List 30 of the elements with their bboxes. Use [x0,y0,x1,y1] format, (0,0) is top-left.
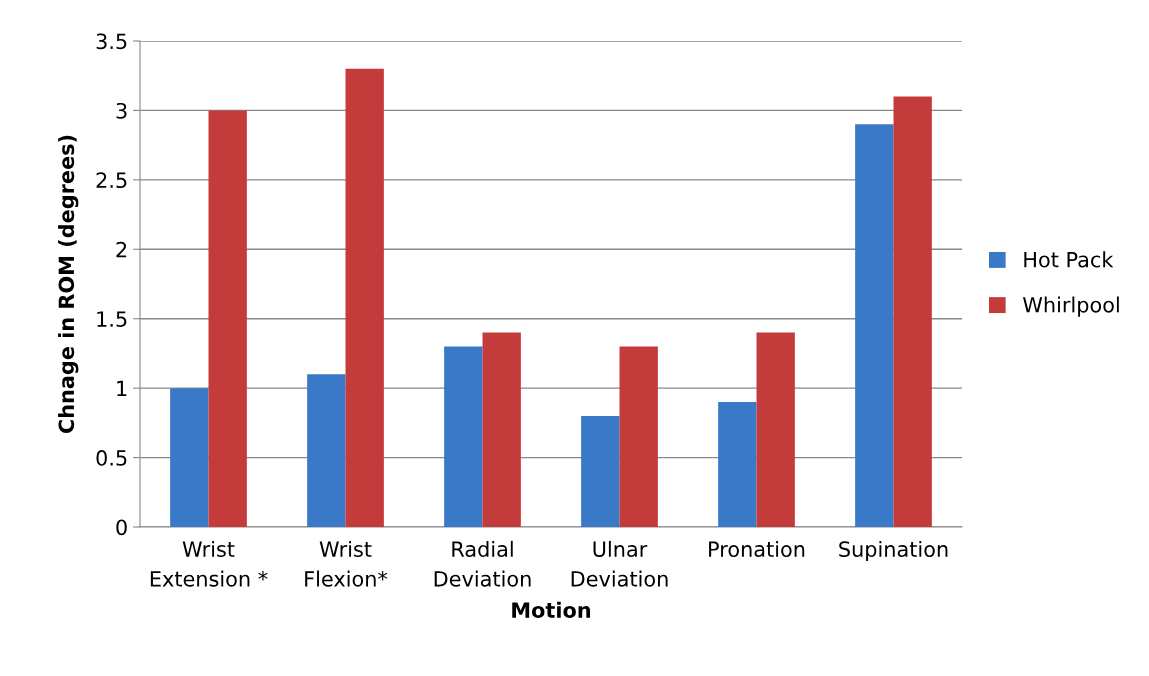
y-tick-label: 2 [116,241,127,258]
legend-label: Hot Pack [1024,251,1114,268]
bar [893,96,932,527]
y-tick-label: 0 [116,519,127,536]
bar [307,374,346,527]
x-tick-label: Ulnar Deviation [571,540,668,587]
y-axis-title: Chnage in ROM (degrees) [58,135,79,434]
bar [208,110,247,527]
y-tick-label: 3.5 [96,33,127,50]
bar [345,68,384,527]
y-tick-label: 0.5 [96,450,127,466]
bar [756,332,795,527]
y-tick-label: 2.5 [96,172,127,189]
bar [581,415,620,527]
x-axis-title: Motion [512,601,591,618]
x-tick-label: Supination [839,540,948,562]
y-tick-label: 3 [116,102,127,119]
bar [619,346,658,527]
bar [170,388,209,527]
bar [855,124,894,527]
bar [444,346,483,527]
x-tick-label: Pronation [709,540,805,558]
bar [718,402,757,527]
y-tick-label: 1 [117,380,127,397]
bar [482,332,521,527]
legend-label: Whirlpool [1023,296,1119,317]
x-tick-label: Wrist Extension * [150,540,268,587]
x-tick-label: Wrist Flexion* [305,540,388,587]
y-tick-label: 1.5 [97,311,127,327]
x-tick-label: Radial Deviation [434,540,531,587]
